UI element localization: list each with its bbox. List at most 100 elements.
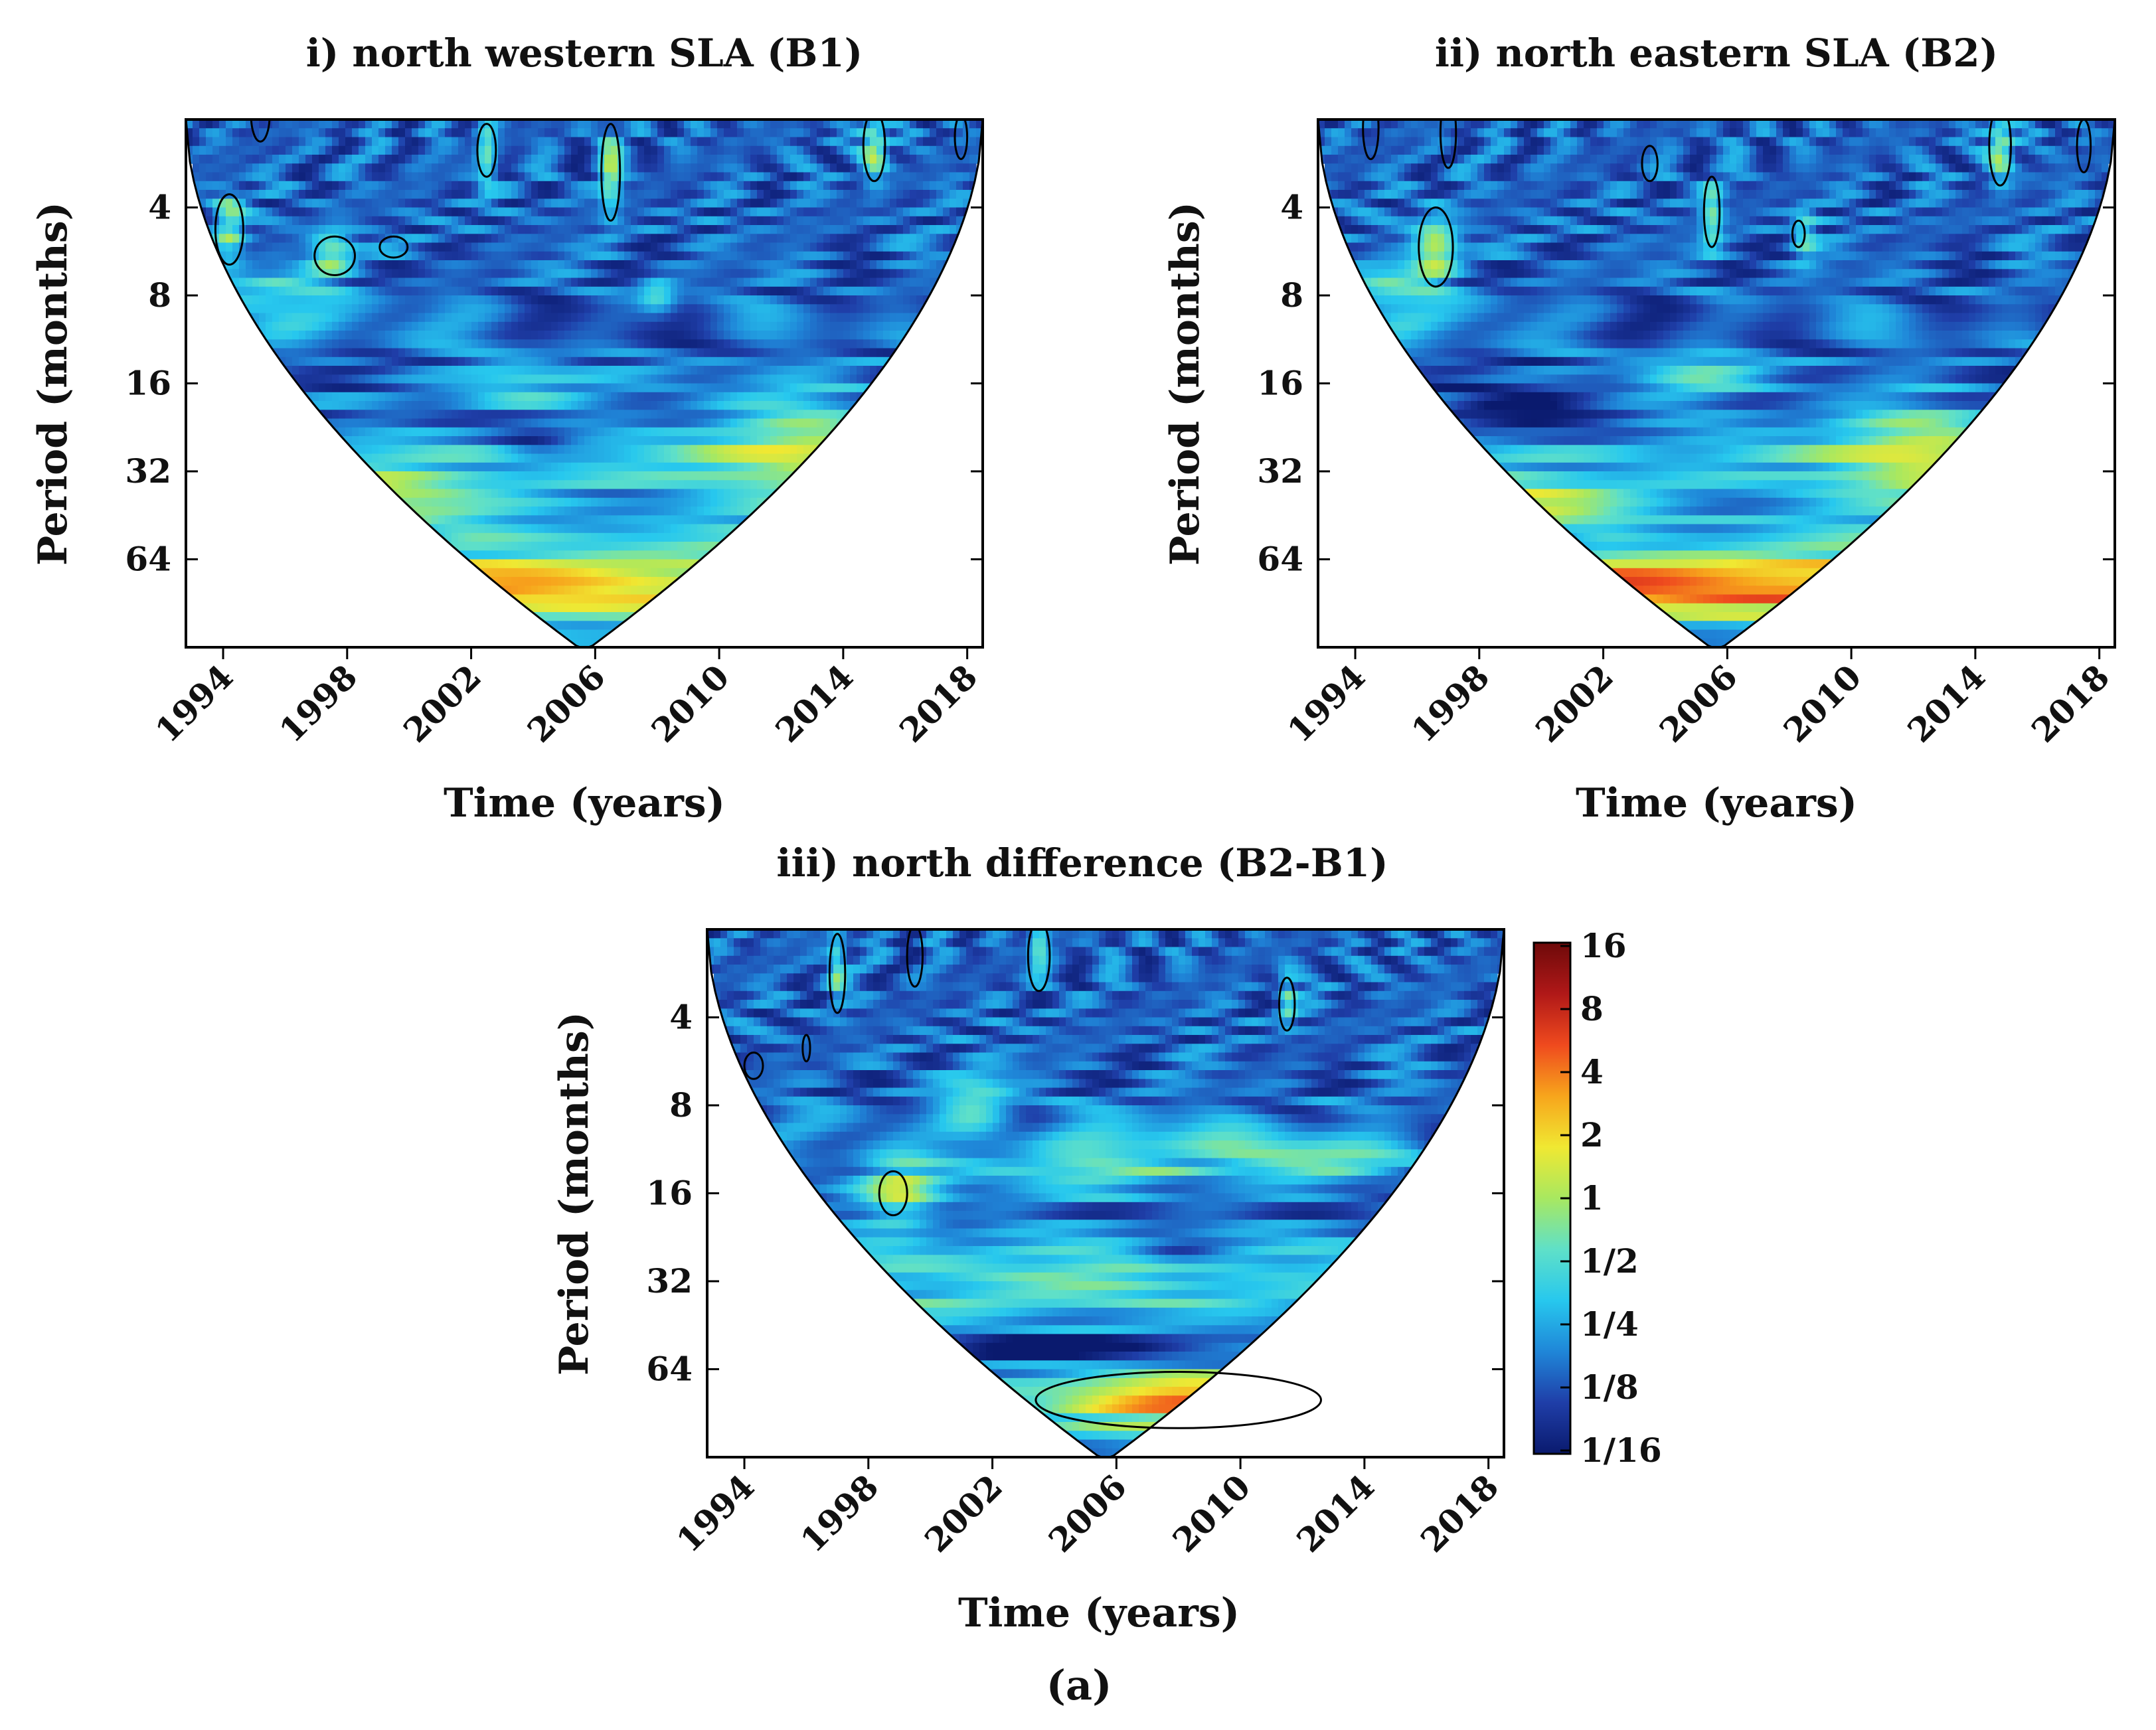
heat-cell [724,234,731,244]
heat-cell [531,480,539,490]
heat-cell [226,181,233,191]
heat-cell [571,638,578,647]
heat-cell [697,392,705,402]
heat-cell [518,198,525,208]
heat-cell [677,295,685,305]
heat-cell [505,242,512,252]
heat-cell [923,242,930,252]
heat-cell [478,489,485,499]
heat-cell [876,286,884,296]
heat-cell [544,542,552,551]
heat-cell [930,181,937,191]
heat-cell [710,392,718,402]
heat-cell [498,286,505,296]
heat-cell [591,286,598,296]
heat-cell [584,366,592,375]
heat-cell [305,137,313,147]
heat-cell [365,119,373,129]
heat-cell [418,190,426,199]
heat-cell [286,225,293,234]
heat-cell [611,515,618,525]
heat-cell [724,356,731,366]
heat-cell [525,524,532,534]
heat-cell [691,507,698,516]
heat-cell [870,321,877,331]
heat-cell [691,198,698,208]
heat-cell [1358,163,1365,173]
heat-cell [551,462,558,472]
heat-cell [491,559,499,569]
heat-cell [571,594,578,604]
heat-cell [618,374,625,384]
heat-cell [571,471,578,481]
heat-cell [378,155,386,164]
heat-cell [764,190,771,199]
heat-cell [392,295,399,305]
heat-cell [963,198,970,208]
heat-cell [830,401,837,410]
heat-cell [491,234,499,244]
heat-cell [332,295,339,305]
heat-cell [797,207,804,217]
heat-cell [1338,207,1345,217]
heat-cell [378,366,386,375]
heat-cell [478,181,485,191]
heat-cell [784,436,791,445]
heat-cell [823,321,831,331]
heat-cell [531,507,539,516]
heat-cell [1358,119,1365,129]
heat-cell [724,524,731,534]
heat-cell [418,128,426,137]
heat-cell [598,497,605,507]
heat-cell [883,277,890,287]
heat-cell [784,260,791,270]
heat-cell [551,277,558,287]
heat-cell [372,277,379,287]
heat-cell [1371,163,1378,173]
heat-cell [624,207,631,217]
heat-cell [432,392,439,402]
heat-cell [598,119,605,129]
heat-cell [644,356,651,366]
heat-cell [491,286,499,296]
heat-cell [564,313,572,323]
heat-cell [465,339,472,349]
heat-cell [730,410,738,420]
heat-cell [631,559,638,569]
heat-cell [876,234,884,244]
heat-cell [604,374,612,384]
heat-cell [584,559,592,569]
heat-cell [651,190,658,199]
heat-cell [611,392,618,402]
heat-cell [505,489,512,499]
heat-cell [266,155,273,164]
heat-cell [491,489,499,499]
heat-cell [478,532,485,542]
heat-cell [863,374,871,384]
heat-cell [392,453,399,463]
heat-cell [817,181,824,191]
heat-cell [777,366,784,375]
heat-cell [226,216,233,226]
heat-cell [518,471,525,481]
heat-cell [697,356,705,366]
heat-cell [339,172,346,182]
heat-cell [744,321,751,331]
heat-cell [637,172,645,182]
heat-cell [651,418,658,428]
heat-cell [558,612,565,621]
heat-cell [876,277,884,287]
heat-cell [870,216,877,226]
heat-cell [544,445,552,455]
heat-cell [943,145,950,155]
heat-cell [458,277,465,287]
heat-cell [544,594,552,604]
heat-cell [392,269,399,279]
heat-cell [246,225,253,234]
heat-cell [830,216,837,226]
heat-cell [292,137,299,147]
heat-cell [637,568,645,578]
heat-cell [266,251,273,261]
heat-cell [803,155,811,164]
heat-cell [452,392,459,402]
